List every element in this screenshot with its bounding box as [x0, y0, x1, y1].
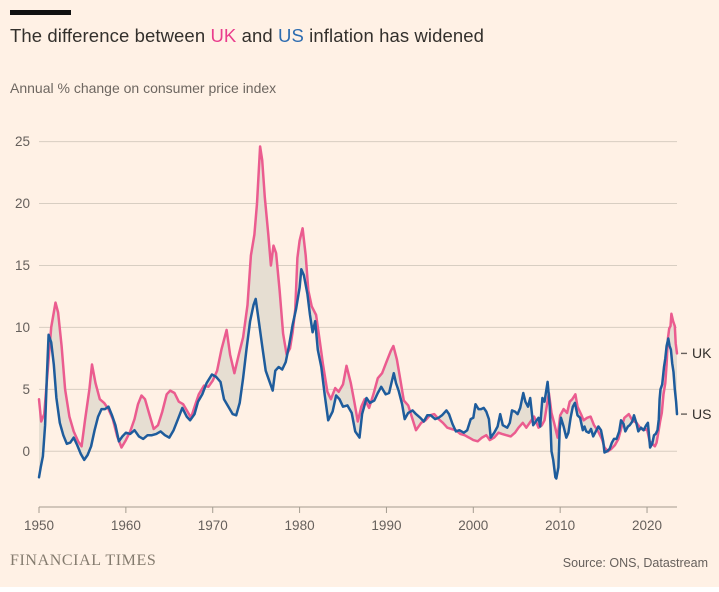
y-tick-label: 20 [15, 196, 30, 211]
x-tick-label: 1990 [371, 518, 401, 533]
title-uk-highlight: UK [210, 25, 237, 46]
source-note: Source: ONS, Datastream [562, 556, 708, 570]
financial-times-wordmark: FINANCIAL TIMES [10, 552, 157, 569]
x-tick-label: 1960 [111, 518, 141, 533]
title-us-highlight: US [278, 25, 304, 46]
ft-top-bar [10, 10, 71, 15]
uk-line [37, 145, 679, 453]
title-suffix: inflation has widened [303, 25, 485, 46]
page-title: The difference between UK and US inflati… [10, 25, 484, 47]
y-tick-label: 15 [15, 258, 30, 273]
x-tick-label: 2000 [458, 518, 488, 533]
x-tick-label: 2010 [545, 518, 575, 533]
x-tick-label: 1950 [24, 518, 54, 533]
title-mid: and [236, 25, 279, 46]
us-line [37, 267, 679, 480]
uk-legend-label: UK [692, 345, 712, 361]
x-tick-label: 2020 [632, 518, 662, 533]
y-tick-label: 5 [22, 382, 30, 397]
y-tick-label: 0 [22, 444, 30, 459]
title-prefix: The difference between [10, 25, 211, 46]
x-tick-label: 1980 [285, 518, 315, 533]
y-tick-label: 10 [15, 320, 30, 335]
us-legend-label: US [692, 406, 711, 422]
x-tick-label: 1970 [198, 518, 228, 533]
y-tick-label: 25 [15, 134, 30, 149]
chart-subtitle: Annual % change on consumer price index [10, 80, 277, 96]
